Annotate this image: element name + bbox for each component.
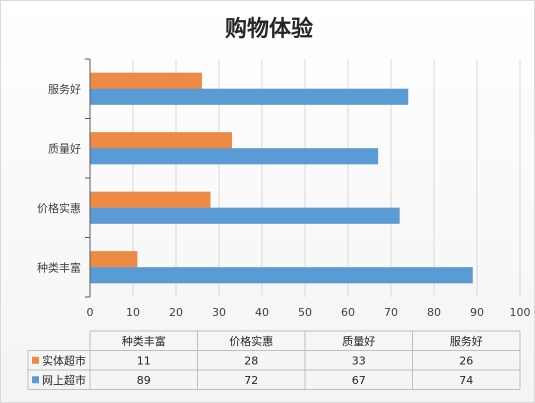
x-tick-label-100: 100 [510, 306, 531, 319]
table-cell-1-1: 72 [244, 374, 258, 387]
table-header-3: 服务好 [450, 334, 483, 348]
x-tick-label-90: 90 [470, 306, 484, 319]
bar-0-2 [89, 132, 233, 149]
y-tick-label-1: 价格实惠 [37, 201, 81, 215]
table-header-1: 价格实惠 [229, 334, 273, 348]
table-cell-0-1: 28 [244, 354, 258, 367]
bar-1-2 [89, 148, 379, 165]
table-cell-1-2: 67 [352, 374, 366, 387]
x-tick-label-30: 30 [212, 306, 226, 319]
legend-key-0 [32, 356, 39, 364]
y-tick-label-2: 质量好 [48, 141, 81, 155]
table-header-0: 种类丰富 [122, 334, 166, 348]
table-cell-0-3: 26 [459, 354, 473, 367]
bars [89, 72, 473, 284]
x-tick-label-70: 70 [384, 306, 398, 319]
x-tick-label-40: 40 [255, 306, 269, 319]
legend-label-0: 实体超市 [42, 353, 86, 367]
x-tick-label-0: 0 [87, 306, 94, 319]
bar-0-0 [89, 251, 138, 268]
table-cell-1-3: 74 [459, 374, 473, 387]
bar-0-1 [89, 191, 211, 208]
x-tick-label-10: 10 [126, 306, 140, 319]
x-tick-label-20: 20 [169, 306, 183, 319]
table-header-2: 质量好 [342, 334, 375, 348]
table-cell-0-0: 11 [137, 354, 151, 367]
bar-1-0 [89, 267, 473, 284]
x-tick-label-80: 80 [427, 306, 441, 319]
y-tick-label-3: 服务好 [48, 82, 81, 96]
bar-1-3 [89, 88, 409, 105]
legend-key-1 [32, 376, 39, 384]
bar-0-3 [89, 72, 203, 89]
bar-1-1 [89, 207, 400, 224]
y-tick-label-0: 种类丰富 [37, 260, 81, 274]
x-tick-label-60: 60 [341, 306, 355, 319]
table-cell-1-0: 89 [137, 374, 151, 387]
axes: 0 10 20 30 40 50 60 70 80 90 100 种类丰富 价格实惠 质量好 服务好 [37, 58, 531, 319]
legend-label-1: 网上超市 [42, 373, 86, 387]
x-tick-label-50: 50 [298, 306, 312, 319]
chart-title: 购物体验 [225, 16, 313, 42]
table-cell-0-2: 33 [352, 354, 366, 367]
